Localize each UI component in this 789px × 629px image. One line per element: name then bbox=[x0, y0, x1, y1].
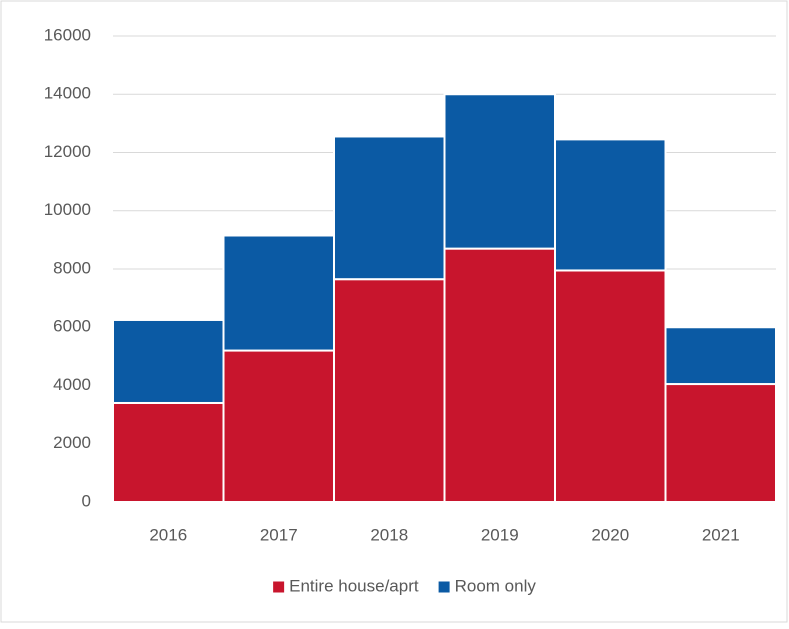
bar-segment bbox=[443, 93, 556, 250]
bar-segment bbox=[333, 278, 446, 503]
bar-segment bbox=[222, 234, 335, 352]
y-tick-label: 6000 bbox=[53, 317, 91, 336]
x-tick-label: 2021 bbox=[702, 525, 740, 544]
y-tick-label: 2000 bbox=[53, 433, 91, 452]
bar-segment bbox=[333, 135, 446, 281]
bar-segment bbox=[554, 269, 667, 503]
bar-segment bbox=[664, 326, 777, 386]
y-tick-label: 14000 bbox=[44, 84, 91, 103]
y-tick-label: 8000 bbox=[53, 258, 91, 277]
y-tick-label: 0 bbox=[82, 491, 91, 510]
y-tick-label: 4000 bbox=[53, 375, 91, 394]
legend-swatch bbox=[438, 581, 450, 593]
bar-segment bbox=[554, 138, 667, 272]
bar-segment bbox=[664, 383, 777, 504]
y-tick-label: 12000 bbox=[44, 142, 91, 161]
x-tick-label: 2017 bbox=[260, 525, 298, 544]
legend-label: Entire house/aprt bbox=[289, 576, 419, 595]
bar-segment bbox=[112, 318, 225, 404]
bar-segment bbox=[443, 247, 556, 503]
x-tick-label: 2019 bbox=[481, 525, 519, 544]
y-tick-label: 16000 bbox=[44, 25, 91, 44]
bar-segment bbox=[222, 349, 335, 503]
y-tick-label: 10000 bbox=[44, 200, 91, 219]
x-tick-label: 2020 bbox=[591, 525, 629, 544]
legend-label: Room only bbox=[455, 576, 537, 595]
x-tick-label: 2016 bbox=[149, 525, 187, 544]
x-tick-label: 2018 bbox=[370, 525, 408, 544]
bar-segment bbox=[112, 401, 225, 504]
legend-swatch bbox=[273, 581, 285, 593]
